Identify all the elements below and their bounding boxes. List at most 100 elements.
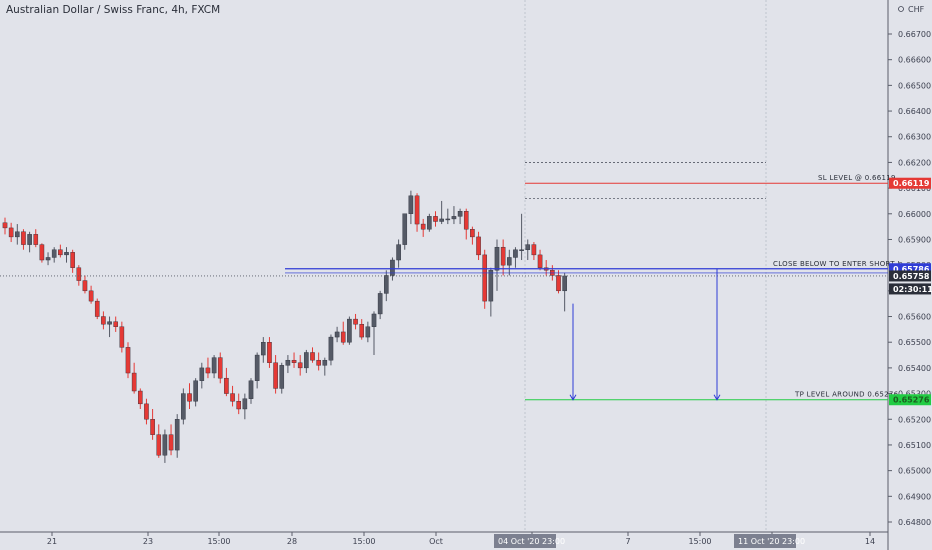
candle-body — [500, 246, 506, 266]
time-axis-panel — [0, 532, 888, 550]
candle-body — [340, 331, 346, 343]
tp-price-tag: 0.65276 — [893, 396, 930, 405]
candle-body — [27, 234, 32, 245]
price-tick-label: 0.65100 — [898, 441, 931, 450]
candle-body — [377, 293, 383, 315]
candle-body — [64, 252, 69, 256]
candle-body — [359, 324, 365, 338]
candle-body — [482, 254, 488, 302]
candle-body — [33, 234, 39, 245]
candle-body — [21, 231, 26, 245]
time-tick-label: 21 — [47, 537, 57, 546]
candle-body — [248, 380, 254, 399]
entry-level-label: CLOSE BELOW TO ENTER SHORT ! — [773, 260, 900, 268]
price-tick-label: 0.65000 — [898, 467, 931, 476]
price-tick-label: 0.65400 — [898, 364, 931, 373]
candle-body — [353, 318, 358, 325]
candle-body — [494, 246, 500, 271]
candle-body — [433, 216, 438, 222]
candle-body — [439, 218, 444, 222]
end-date-tag-bg — [734, 534, 796, 548]
candle-body — [531, 244, 537, 256]
candle-body — [304, 352, 309, 369]
plot-background — [0, 0, 888, 532]
candle-body — [371, 313, 377, 327]
candle-body — [396, 244, 401, 261]
candle-body — [205, 367, 211, 374]
candle-body — [556, 275, 561, 292]
countdown-tag-bg — [889, 283, 931, 295]
price-tick-label: 0.66600 — [898, 56, 931, 65]
candle-body — [347, 318, 352, 343]
candle-body — [420, 223, 426, 230]
entry-price-tag: 0.65786 — [893, 265, 930, 274]
candle-body — [261, 342, 266, 356]
candle-body — [8, 227, 14, 238]
tp-level-label: TP LEVEL AROUND 0.65276 — [794, 391, 899, 399]
candle-body — [291, 359, 297, 363]
candle-body — [14, 231, 20, 238]
price-tick-label: 0.66500 — [898, 81, 931, 90]
time-tick-label: 15:00 — [688, 537, 711, 546]
price-tick-label: 0.64800 — [898, 518, 931, 527]
candle-body — [174, 419, 180, 451]
candle-body — [445, 218, 451, 221]
candle-body — [137, 390, 143, 405]
candle-body — [507, 257, 512, 266]
candle-body — [2, 222, 8, 229]
candle-body — [457, 211, 463, 217]
currency-label: CHF — [908, 5, 925, 14]
candle-body — [70, 252, 75, 268]
candle-body — [414, 195, 420, 225]
candle-body — [390, 259, 395, 276]
candle-body — [94, 300, 100, 317]
candle-body — [236, 401, 242, 410]
time-tick-label: 23 — [143, 537, 153, 546]
price-tick-label: 0.65900 — [898, 235, 931, 244]
candle-body — [408, 195, 414, 214]
candle-body — [402, 213, 408, 245]
candle-body — [113, 321, 118, 327]
candle-body — [107, 321, 112, 325]
candle-body — [76, 267, 82, 281]
time-tick-label: 14 — [865, 537, 875, 546]
candle-body — [334, 331, 340, 338]
candle-body — [58, 249, 63, 256]
candle-body — [199, 367, 205, 381]
tp-price-tag-bg — [889, 394, 931, 406]
candle-body — [279, 365, 285, 389]
candle-body — [181, 393, 186, 420]
price-tick-label: 0.66000 — [898, 210, 931, 219]
candle-body — [285, 359, 291, 366]
candle-body — [427, 216, 432, 230]
candle-body — [39, 244, 45, 261]
candle-body — [187, 393, 192, 402]
price-tick-label: 0.65500 — [898, 338, 931, 347]
time-tick-label: 15:00 — [352, 537, 375, 546]
time-tick-label: 28 — [287, 537, 297, 546]
entry-price-tag-bg — [889, 263, 931, 275]
candle-body — [488, 270, 494, 302]
countdown-tag: 02:30:11 — [893, 285, 932, 294]
candle-body — [273, 362, 278, 389]
candle-body — [365, 326, 371, 338]
sl-level-label: SL LEVEL @ 0.66119 — [818, 174, 896, 182]
candle-body — [193, 380, 198, 402]
candle-body — [82, 280, 88, 292]
price-tick-label: 0.65200 — [898, 415, 931, 424]
candle-body — [254, 354, 260, 381]
currency-icon — [898, 6, 904, 12]
candle-body — [144, 403, 149, 420]
candle-body — [156, 434, 162, 456]
time-tick-label: 7 — [625, 537, 630, 546]
price-tick-label: 0.65300 — [898, 390, 931, 399]
candle-body — [211, 357, 217, 374]
start-date-tag: 04 Oct '20 23:00 — [498, 537, 565, 546]
candle-body — [119, 326, 125, 348]
candle-body — [125, 347, 131, 374]
current-price-tag: 0.65758 — [893, 272, 930, 281]
chart-title: Australian Dollar / Swiss Franc, 4h, FXC… — [6, 4, 221, 16]
price-tick-label: 0.66700 — [898, 30, 931, 39]
